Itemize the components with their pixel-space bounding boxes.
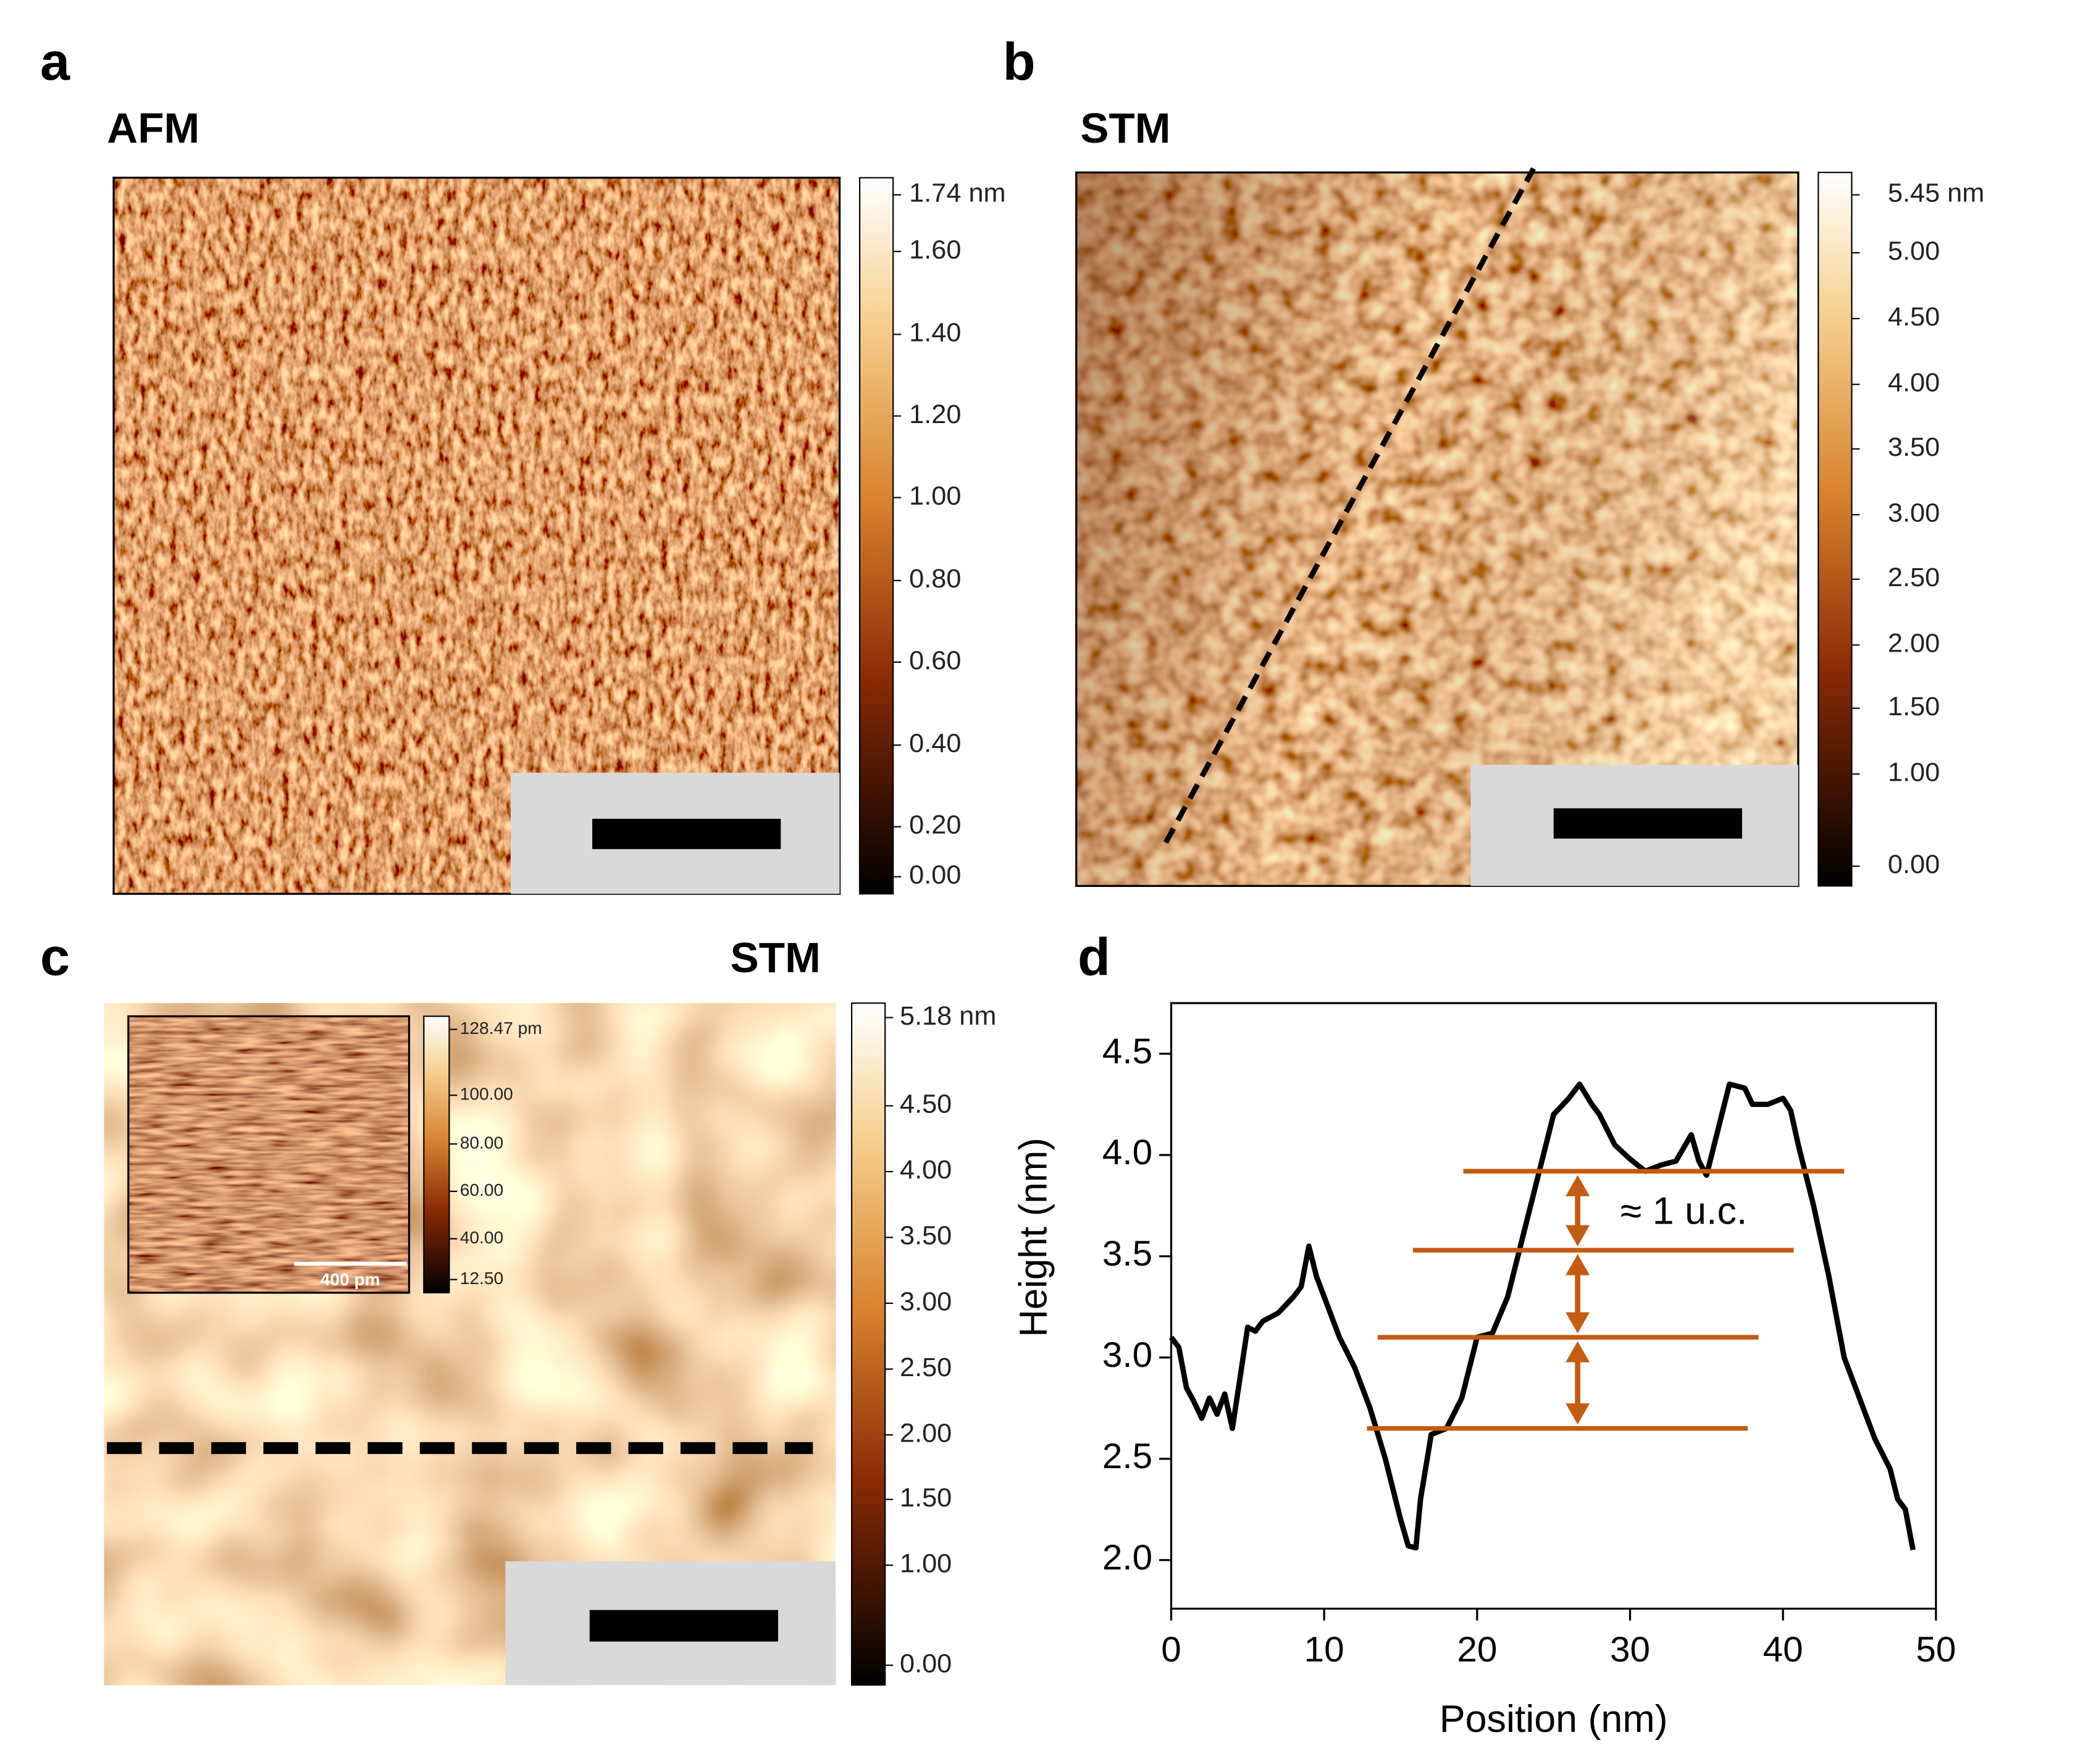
x-tick-label: 40 <box>1763 1629 1803 1669</box>
arrow-head <box>1566 1254 1590 1275</box>
colorbar-label: 1.00 <box>900 1549 952 1579</box>
technique-label: STM <box>731 934 821 981</box>
colorbar-label: 3.50 <box>900 1221 952 1251</box>
y-tick-label: 2.0 <box>1102 1537 1152 1577</box>
arrow-head <box>1566 1403 1590 1425</box>
colorbar-label: 3.00 <box>900 1287 952 1317</box>
colorbar-label: 100.00 <box>460 1085 513 1104</box>
panel-label: d <box>1078 928 1110 986</box>
colorbar-label: 1.00 <box>1888 758 1940 788</box>
arrow-head <box>1566 1225 1590 1246</box>
y-tick-label: 3.0 <box>1102 1335 1152 1375</box>
technique-label: STM <box>1080 105 1170 152</box>
colorbar-label: 0.00 <box>1888 850 1940 880</box>
x-tick-label: 0 <box>1161 1629 1181 1669</box>
colorbar-label: 1.00 <box>909 481 961 511</box>
colorbar-label: 5.45 nm <box>1888 178 1984 208</box>
colorbar-label: 60.00 <box>460 1180 503 1199</box>
technique-label: AFM <box>107 105 199 152</box>
colorbar-label: 0.60 <box>909 646 961 676</box>
inset-image <box>127 1015 410 1294</box>
colorbar-label: 5.00 <box>1888 237 1940 266</box>
height-profile <box>1169 1081 1916 1551</box>
arrow-head <box>1566 1312 1590 1334</box>
inset-frame <box>127 1015 411 1294</box>
colorbar-label: 128.47 pm <box>460 1018 542 1038</box>
colorbar-label: 80.00 <box>460 1133 503 1153</box>
image-frame <box>112 177 841 895</box>
image-frame <box>1075 171 1800 887</box>
colorbar-label: 12.50 <box>460 1269 503 1288</box>
colorbar-label: 2.00 <box>900 1419 952 1448</box>
arrow-head <box>1566 1341 1590 1363</box>
y-tick-label: 2.5 <box>1102 1436 1152 1476</box>
y-tick-label: 3.5 <box>1102 1234 1152 1274</box>
colorbar-label: 3.00 <box>1888 498 1940 528</box>
panel-label: a <box>40 33 70 91</box>
scale-bar <box>589 1610 778 1642</box>
colorbar-label: 2.00 <box>1888 629 1940 658</box>
colorbar <box>850 1002 886 1686</box>
y-axis-label: Height (nm) <box>1012 1138 1055 1337</box>
x-tick-label: 20 <box>1457 1629 1497 1669</box>
inset-scale-label: 400 pm <box>321 1270 380 1289</box>
x-axis-label: Position (nm) <box>1440 1699 1668 1741</box>
colorbar-label: 4.50 <box>900 1090 952 1119</box>
colorbar-label: 0.40 <box>909 729 961 758</box>
plot-frame <box>1170 1002 1937 1610</box>
colorbar-label: 1.40 <box>909 318 961 348</box>
colorbar-label: 3.50 <box>1888 432 1940 462</box>
colorbar-label: 0.80 <box>909 564 961 594</box>
y-tick-label: 4.0 <box>1102 1133 1152 1172</box>
colorbar-label: 1.20 <box>909 400 961 429</box>
colorbar-label: 4.00 <box>900 1155 952 1185</box>
colorbar-label: 0.20 <box>909 810 961 840</box>
colorbar-label: 4.00 <box>1888 368 1940 398</box>
x-tick-label: 50 <box>1916 1629 1956 1669</box>
arrow-head <box>1566 1175 1590 1196</box>
y-tick-label: 4.5 <box>1102 1031 1152 1071</box>
panel-label: c <box>40 928 70 986</box>
colorbar-label: 5.18 nm <box>900 1001 996 1031</box>
inset-colorbar <box>423 1015 450 1294</box>
panel-label: b <box>1003 33 1036 91</box>
colorbar-label: 2.50 <box>1888 563 1940 592</box>
annotation: ≈ 1 u.c. <box>1620 1190 1747 1232</box>
colorbar-label: 0.00 <box>900 1649 952 1679</box>
colorbar-label: 1.50 <box>900 1483 952 1513</box>
scale-bar <box>592 818 781 849</box>
colorbar-label: 4.50 <box>1888 302 1940 332</box>
profile-line <box>1163 167 1536 844</box>
scale-bar <box>1553 808 1742 839</box>
colorbar-label: 1.50 <box>1888 692 1940 721</box>
x-tick-label: 10 <box>1304 1629 1344 1669</box>
colorbar <box>1817 172 1853 887</box>
colorbar-label: 1.60 <box>909 235 961 265</box>
colorbar-label: 0.00 <box>909 860 961 890</box>
x-tick-label: 30 <box>1610 1629 1650 1669</box>
colorbar-label: 2.50 <box>900 1353 952 1382</box>
colorbar-label: 1.74 nm <box>909 178 1005 208</box>
colorbar-label: 40.00 <box>460 1228 503 1247</box>
colorbar <box>858 177 894 895</box>
